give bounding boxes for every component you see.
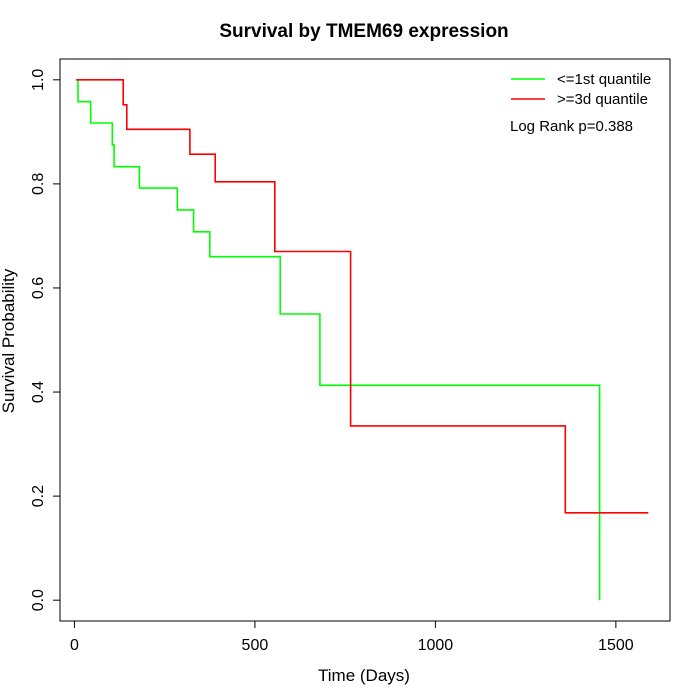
y-tick-label: 0.0 [30,589,47,611]
series-line [76,79,649,514]
legend-label: <=1st quantile [557,71,651,88]
y-axis-label: Survival Probability [0,268,18,413]
legend: <=1st quantile >=3d quantile [511,71,651,108]
log-rank-annotation: Log Rank p=0.388 [510,118,633,135]
y-tick-label: 0.4 [30,381,47,403]
x-tick-label: 0 [70,637,79,654]
y-tick-label: 0.6 [30,277,47,299]
legend-label: >=3d quantile [557,91,648,108]
y-axis: 0.0 0.2 0.4 0.6 0.8 1.0 [30,69,60,611]
x-tick-label: 1500 [598,637,634,654]
x-axis-label: Time (Days) [318,666,410,685]
plot-frame [59,58,671,622]
x-tick-label: 500 [242,637,269,654]
x-tick-label: 1000 [418,637,454,654]
x-axis: 0 500 1000 1500 [70,621,634,654]
series-line [76,79,601,601]
chart-title: Survival by TMEM69 expression [219,21,508,42]
y-tick-label: 0.2 [30,485,47,507]
y-tick-label: 1.0 [30,69,47,91]
survival-curves [76,79,649,601]
y-tick-label: 0.8 [30,173,47,195]
